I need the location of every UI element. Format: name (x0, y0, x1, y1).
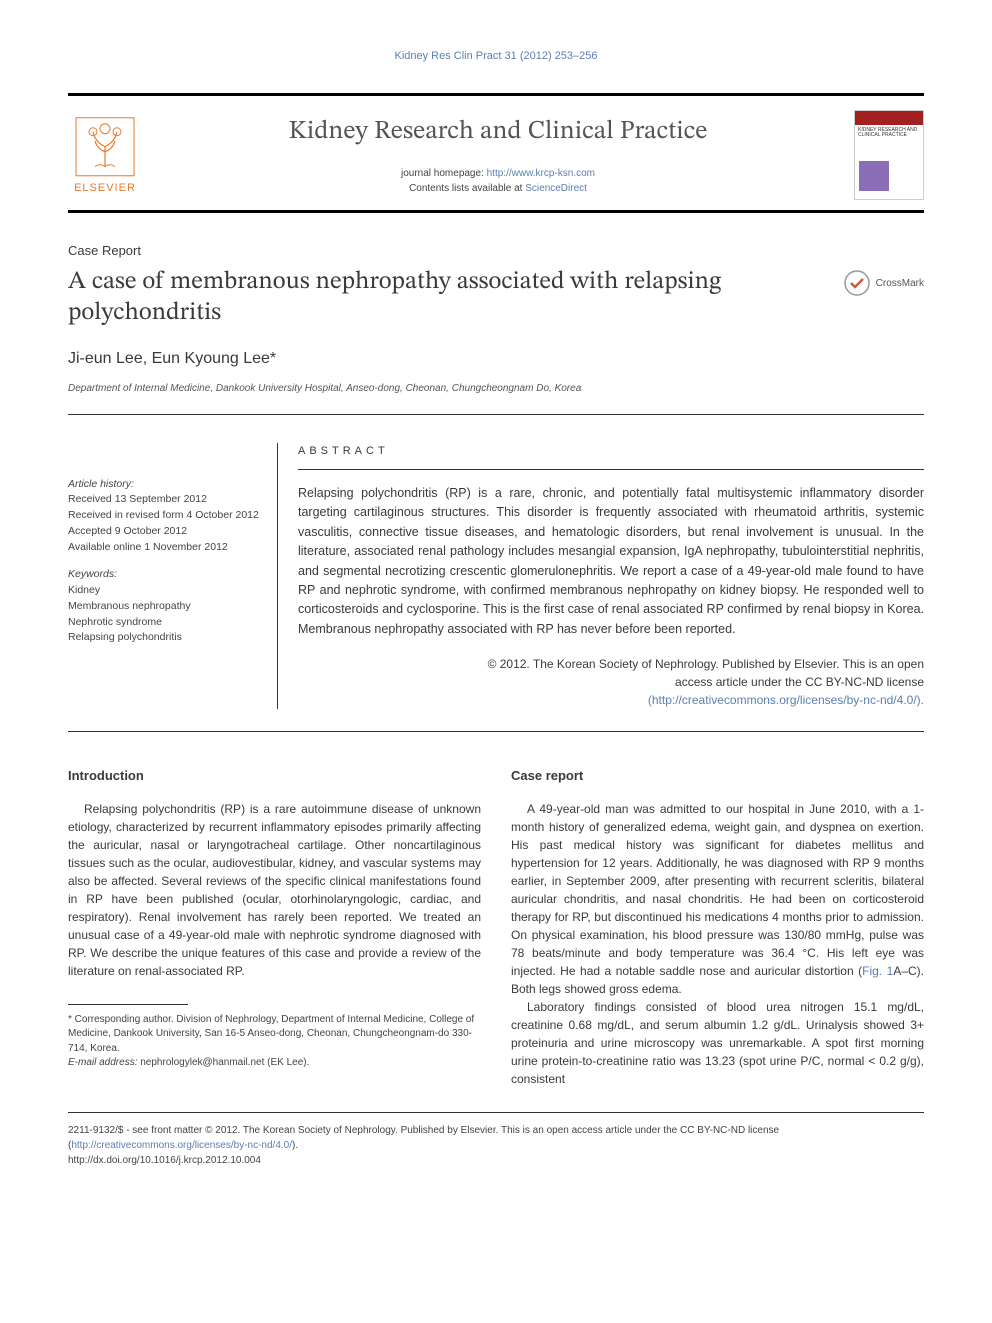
crossmark-badge[interactable]: CrossMark (844, 270, 924, 296)
crossmark-icon (844, 270, 870, 296)
cover-caption: KIDNEY RESEARCH AND CLINICAL PRACTICE (855, 125, 923, 142)
article-title: A case of membranous nephropathy associa… (68, 266, 824, 329)
keyword-item: Membranous nephropathy (68, 599, 259, 615)
article-info-sidebar: Article history: Received 13 September 2… (68, 443, 278, 710)
keyword-item: Nephrotic syndrome (68, 615, 259, 631)
journal-title: Kidney Research and Clinical Practice (160, 113, 836, 152)
email-value: nephrologylek@hanmail.net (EK Lee). (140, 1057, 309, 1068)
figure-ref-link[interactable]: Fig. 1 (862, 964, 893, 978)
history-revised: Received in revised form 4 October 2012 (68, 508, 259, 524)
email-label: E-mail address: (68, 1057, 137, 1068)
left-column: Introduction Relapsing polychondritis (R… (68, 766, 481, 1088)
affiliation: Department of Internal Medicine, Dankook… (68, 381, 924, 415)
history-received: Received 13 September 2012 (68, 492, 259, 508)
intro-paragraph: Relapsing polychondritis (RP) is a rare … (68, 800, 481, 980)
footnote-text: * Corresponding author. Division of Neph… (68, 1014, 474, 1054)
cover-red-bar (855, 111, 923, 125)
elsevier-logo: ELSEVIER (68, 113, 142, 197)
journal-cover-thumb: KIDNEY RESEARCH AND CLINICAL PRACTICE (854, 110, 924, 200)
footer-cc-link[interactable]: http://creativecommons.org/licenses/by-n… (71, 1140, 292, 1151)
corresponding-author-footnote: * Corresponding author. Division of Neph… (68, 1013, 481, 1071)
history-online: Available online 1 November 2012 (68, 540, 259, 556)
elsevier-tree-icon (75, 113, 135, 181)
keyword-item: Kidney (68, 583, 259, 599)
elsevier-text: ELSEVIER (74, 180, 136, 197)
footnote-rule (68, 1004, 188, 1005)
abstract-heading: Abstract (298, 443, 924, 471)
abstract-text: Relapsing polychondritis (RP) is a rare,… (298, 484, 924, 639)
right-column: Case report A 49-year-old man was admitt… (511, 766, 924, 1088)
history-label: Article history: (68, 477, 259, 493)
journal-header: ELSEVIER Kidney Research and Clinical Pr… (68, 93, 924, 213)
journal-homepage-link[interactable]: http://www.krcp-ksn.com (487, 168, 595, 179)
cover-image-block (859, 161, 889, 191)
abstract-section: Article history: Received 13 September 2… (68, 443, 924, 733)
journal-title-block: Kidney Research and Clinical Practice jo… (160, 113, 836, 196)
running-header: Kidney Res Clin Pract 31 (2012) 253–256 (68, 48, 924, 65)
section-label: Case Report (68, 241, 924, 261)
footer-close-paren: ). (292, 1140, 298, 1151)
keywords-label: Keywords: (68, 567, 259, 583)
case-para1-a: A 49-year-old man was admitted to our ho… (511, 802, 924, 978)
contents-label: Contents lists available at (409, 183, 525, 194)
cc-license-link[interactable]: (http://creativecommons.org/licenses/by-… (648, 693, 924, 707)
copyright-line1: © 2012. The Korean Society of Nephrology… (488, 657, 924, 671)
journal-homepage-line: journal homepage: http://www.krcp-ksn.co… (160, 166, 836, 181)
crossmark-label: CrossMark (876, 276, 924, 291)
history-accepted: Accepted 9 October 2012 (68, 524, 259, 540)
copyright-block: © 2012. The Korean Society of Nephrology… (298, 655, 924, 709)
case-paragraph-1: A 49-year-old man was admitted to our ho… (511, 800, 924, 998)
sciencedirect-link[interactable]: ScienceDirect (525, 183, 587, 194)
keyword-item: Relapsing polychondritis (68, 630, 259, 646)
authors-list: Ji-eun Lee, Eun Kyoung Lee* (68, 347, 924, 371)
journal-homepage-label: journal homepage: (401, 168, 487, 179)
intro-heading: Introduction (68, 766, 481, 786)
case-paragraph-2: Laboratory findings consisted of blood u… (511, 998, 924, 1088)
copyright-line2: access article under the CC BY-NC-ND lic… (675, 675, 924, 689)
footer-line1: 2211-9132/$ - see front matter © 2012. T… (68, 1123, 924, 1153)
case-heading: Case report (511, 766, 924, 786)
body-columns: Introduction Relapsing polychondritis (R… (68, 766, 924, 1088)
contents-line: Contents lists available at ScienceDirec… (160, 181, 836, 196)
abstract-block: Abstract Relapsing polychondritis (RP) i… (278, 443, 924, 710)
footer-doi: http://dx.doi.org/10.1016/j.krcp.2012.10… (68, 1153, 924, 1168)
page-footer: 2211-9132/$ - see front matter © 2012. T… (68, 1112, 924, 1168)
